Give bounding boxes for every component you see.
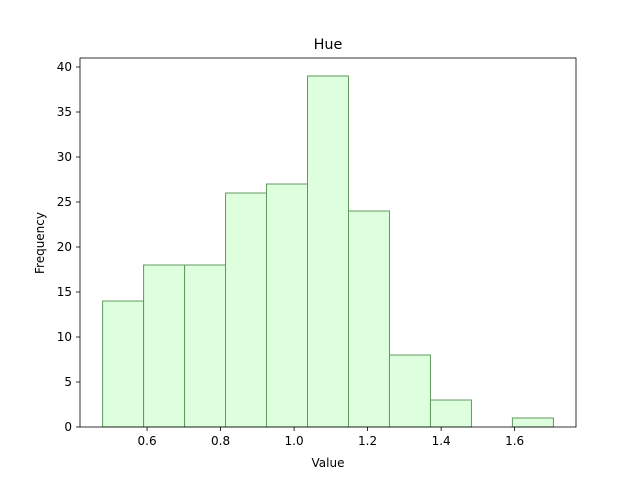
x-tick-label: 1.2 — [358, 434, 377, 448]
y-tick-label: 0 — [64, 420, 72, 434]
x-tick-label: 1.0 — [285, 434, 304, 448]
y-tick-label: 30 — [57, 150, 72, 164]
x-tick-label: 0.8 — [211, 434, 230, 448]
y-tick-label: 25 — [57, 195, 72, 209]
x-tick-label: 0.6 — [138, 434, 157, 448]
histogram-bar — [511, 417, 554, 428]
histogram-bar — [184, 264, 227, 428]
x-axis-label: Value — [312, 456, 345, 470]
histogram-bar — [347, 210, 390, 428]
histogram-bar — [429, 399, 472, 428]
x-axis-ticks: 0.6 0.8 1.0 1.2 1.4 1.6 — [138, 427, 524, 448]
histogram-bar — [143, 264, 186, 428]
histogram-bar — [102, 300, 145, 428]
x-tick-label: 1.6 — [505, 434, 524, 448]
y-tick-label: 15 — [57, 285, 72, 299]
y-tick-label: 10 — [57, 330, 72, 344]
x-tick-label: 1.4 — [432, 434, 451, 448]
y-tick-label: 20 — [57, 240, 72, 254]
plot-frame — [79, 57, 577, 428]
histogram-bar — [225, 192, 268, 428]
y-tick-label: 5 — [64, 375, 72, 389]
histogram-bar — [266, 183, 309, 428]
histogram-bar — [307, 75, 349, 428]
y-tick-label: 35 — [57, 105, 72, 119]
bars-group — [102, 75, 554, 428]
y-axis-label: Frequency — [33, 212, 47, 274]
y-axis-ticks: 0 5 10 15 20 25 30 35 40 — [57, 60, 80, 434]
histogram-bar — [388, 354, 431, 428]
chart-title: Hue — [314, 37, 343, 53]
y-tick-label: 40 — [57, 60, 72, 74]
